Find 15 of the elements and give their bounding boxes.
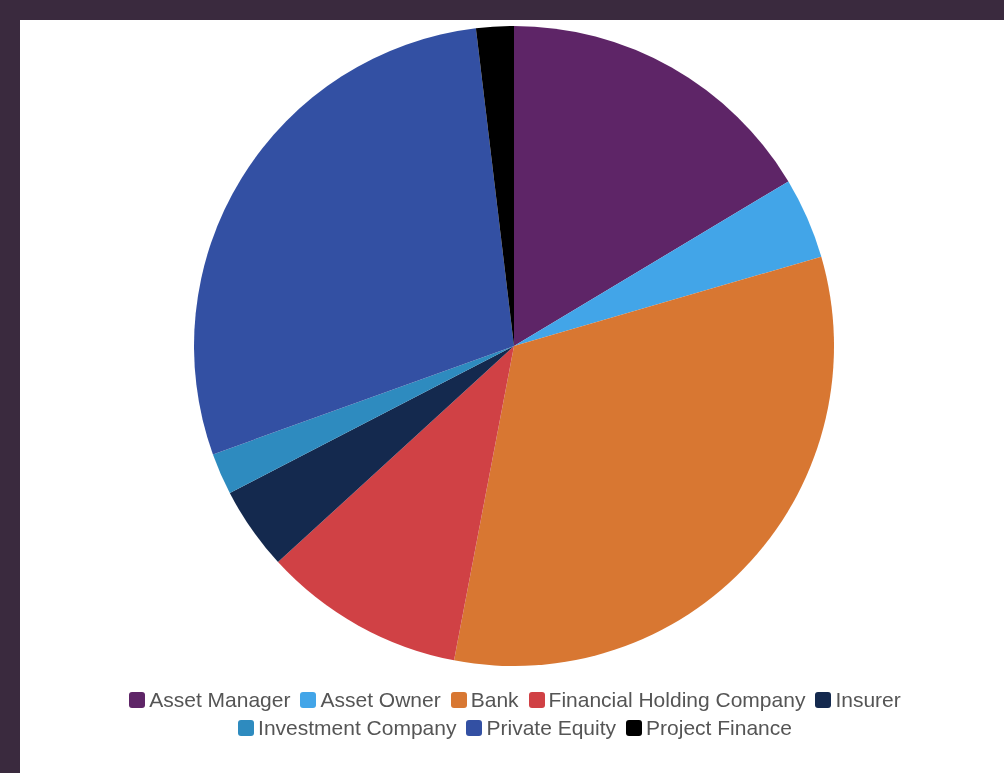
legend-label: Project Finance [646, 716, 792, 740]
pie-slice [514, 181, 822, 346]
legend-label: Asset Owner [320, 688, 441, 712]
legend-label: Private Equity [486, 716, 617, 740]
pie-slice [514, 26, 789, 346]
pie-slice [229, 346, 514, 563]
legend-label: Insurer [835, 688, 901, 712]
pie-slice [278, 346, 514, 661]
legend-label: Financial Holding Company [548, 688, 806, 712]
legend-label: Asset Manager [149, 688, 291, 712]
legend-label: Bank [470, 688, 519, 712]
legend-label: Investment Company [258, 716, 457, 740]
pie-slice [194, 28, 514, 455]
pie-slice [212, 346, 514, 494]
pie-slice [454, 256, 834, 666]
